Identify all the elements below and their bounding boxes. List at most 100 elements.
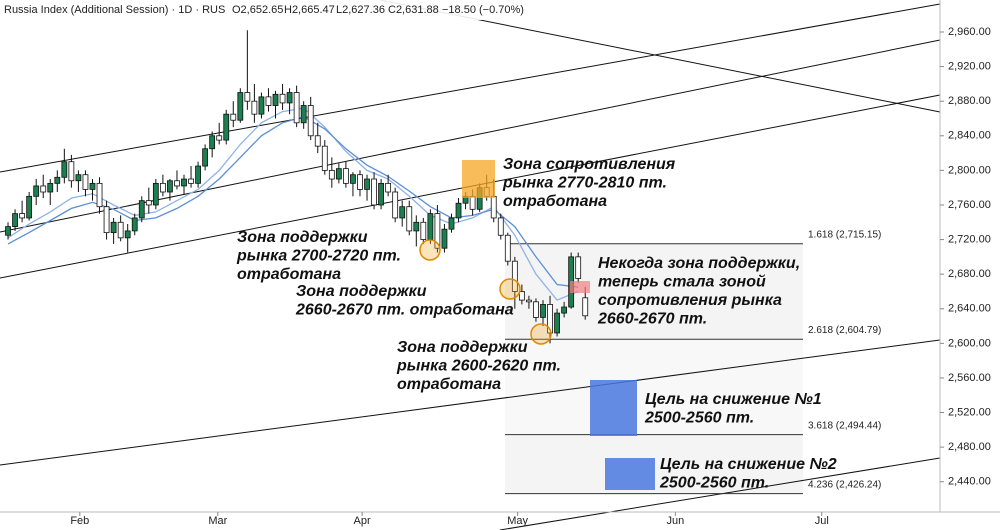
target-zone	[605, 458, 655, 490]
candle-body	[26, 195, 33, 219]
candle-body	[138, 200, 145, 219]
annotation: отработана	[503, 193, 607, 210]
annotation: Зона сопротивления	[503, 156, 676, 173]
candle-body	[202, 148, 209, 167]
candle-body	[174, 180, 180, 187]
y-tick-label: 2,760.00	[948, 199, 991, 211]
fib-band	[505, 340, 803, 435]
fib-label: 3.618 (2,494.44)	[808, 420, 881, 431]
x-tick-label: Jul	[815, 515, 829, 527]
candle-body	[427, 213, 434, 240]
candle-body	[511, 260, 518, 292]
candle-body	[441, 228, 448, 249]
zones	[419, 160, 655, 490]
fib-label: 1.618 (2,715.15)	[808, 229, 881, 240]
candle-body	[96, 182, 103, 208]
candle-body	[244, 92, 251, 102]
candle-body	[272, 93, 279, 106]
candle-body	[420, 221, 427, 240]
y-tick-label: 2,920.00	[948, 61, 991, 73]
annotation: теперь стала зоной	[598, 274, 766, 291]
header-title: Russia Index (Additional Session) · 1D ·…	[4, 4, 225, 16]
candle-body	[152, 182, 159, 206]
header-ohlc: O2,652.65	[232, 4, 283, 16]
header-ohlc: H2,665.47	[284, 4, 335, 16]
candle-body	[469, 195, 476, 210]
candle-body	[321, 145, 328, 171]
y-tick-label: 2,680.00	[948, 268, 991, 280]
candle-body	[82, 174, 89, 190]
candle-body	[40, 185, 47, 193]
candle-body	[504, 234, 511, 262]
y-tick-label: 2,800.00	[948, 164, 991, 176]
candle-body	[343, 168, 349, 184]
target-zone	[590, 380, 637, 436]
candle-body	[181, 178, 187, 187]
candle-body	[19, 213, 26, 219]
candle-body	[497, 217, 504, 236]
candle-body	[117, 221, 124, 239]
resistance-zone	[462, 160, 495, 198]
header-bg	[0, 0, 505, 20]
y-tick-label: 2,600.00	[948, 337, 991, 349]
resistance-zone	[570, 281, 590, 293]
candle-body	[167, 180, 173, 193]
candle-body	[265, 96, 272, 106]
support-circle	[530, 323, 552, 345]
candle-body	[518, 291, 525, 301]
candle-body	[328, 169, 335, 180]
x-tick-label: Apr	[354, 515, 371, 527]
candle-body	[575, 256, 582, 279]
annotation: рынка 2770-2810 пт.	[502, 175, 667, 192]
candle-body	[335, 168, 342, 180]
x-tick-label: Mar	[208, 515, 227, 527]
candle-body	[314, 135, 321, 147]
support-circle	[419, 239, 441, 261]
support-circle	[499, 278, 521, 300]
x-tick-label: Jun	[666, 515, 684, 527]
candle-body	[455, 202, 462, 219]
candle-body	[54, 176, 61, 184]
candle-body	[554, 312, 560, 334]
y-tick-label: 2,520.00	[948, 406, 991, 418]
candle-body	[61, 161, 68, 178]
header-ohlc: C2,631.88	[388, 4, 439, 16]
candle-body	[526, 299, 532, 303]
candle-body	[89, 182, 96, 190]
trendline	[0, 3, 941, 173]
candle-body	[258, 96, 265, 115]
candle-body	[188, 178, 194, 184]
annotation: 2660-2670 пт. отработана	[295, 302, 514, 319]
annotation: отработана	[237, 266, 341, 283]
y-tick-label: 2,720.00	[948, 233, 991, 245]
annotation: 2500-2560 пт.	[659, 475, 769, 492]
x-tick-label: May	[507, 515, 528, 527]
fib-shading	[505, 244, 803, 494]
candle-body	[131, 217, 138, 232]
fib-label: 4.236 (2,426.24)	[808, 479, 881, 490]
candle-body	[406, 206, 413, 232]
candle-body	[533, 301, 539, 318]
candle-body	[124, 230, 131, 239]
annotation: Цель на снижение №2	[660, 456, 837, 473]
candle-body	[223, 113, 230, 141]
annotation: отработана	[397, 376, 501, 393]
annotation: Некогда зона поддержки,	[598, 255, 800, 272]
candle-body	[110, 221, 117, 234]
y-tick-label: 2,640.00	[948, 303, 991, 315]
candle-body	[68, 161, 75, 182]
candle-body	[490, 195, 497, 219]
annotation: Зона поддержки	[397, 339, 528, 356]
annotation: сопротивления рынка	[598, 292, 782, 309]
annotation: Цель на снижение №1	[645, 391, 822, 408]
candle-body	[399, 206, 406, 219]
candle-body	[216, 135, 223, 141]
candle-body	[5, 226, 11, 236]
fib-label: 2.618 (2,604.79)	[808, 325, 881, 336]
candle-body	[195, 165, 201, 184]
candle-body	[12, 213, 18, 227]
annotation: Зона поддержки	[296, 283, 427, 300]
candle-body	[378, 182, 384, 206]
candle-body	[392, 191, 399, 219]
